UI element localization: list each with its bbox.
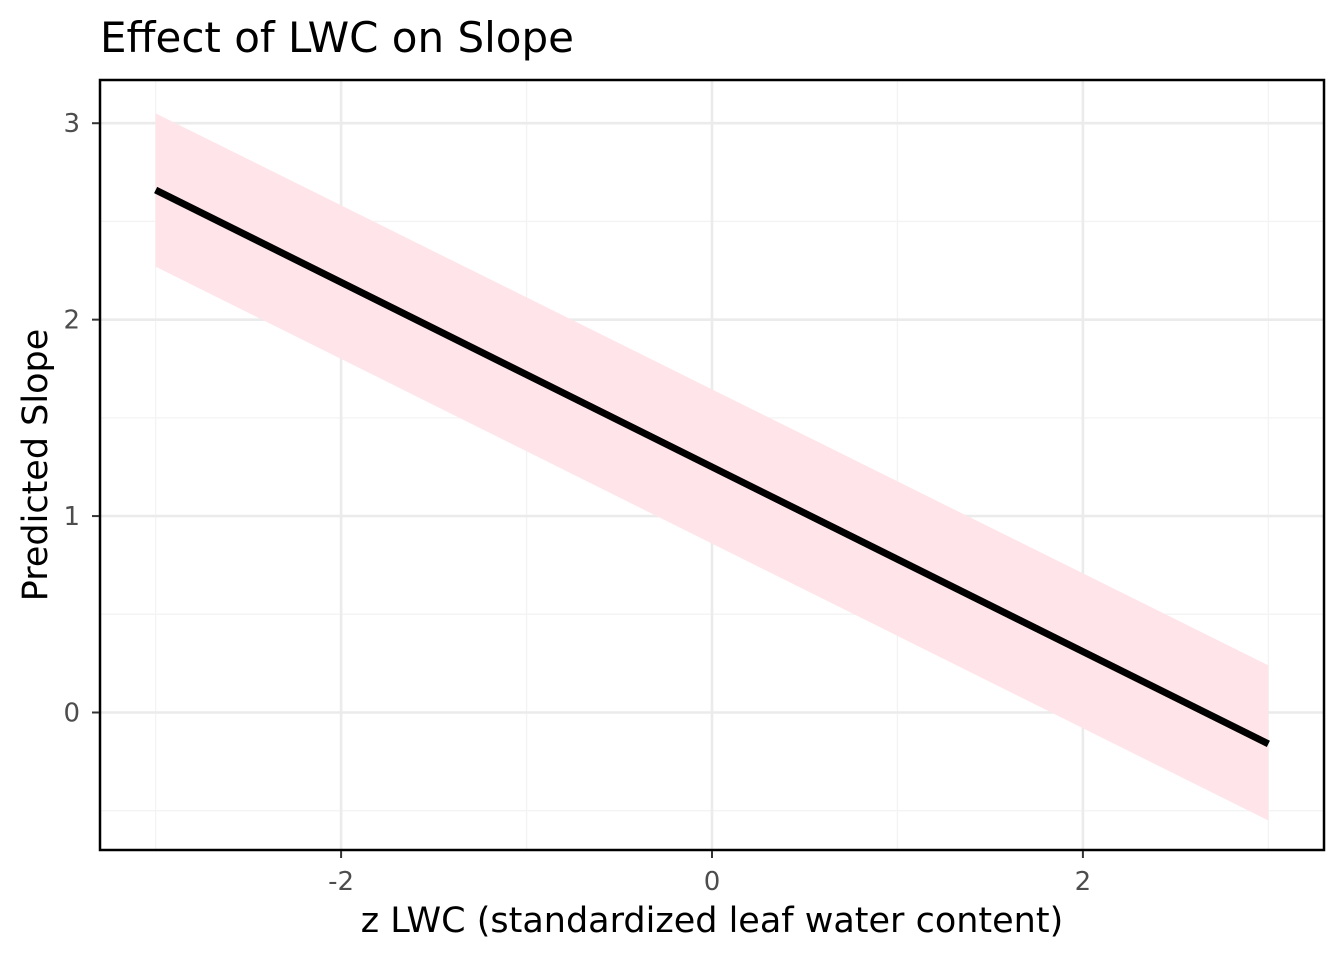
x-tick-label: 0 [704, 867, 721, 897]
y-tick-label: 0 [63, 699, 80, 729]
y-axis-ticks: 0 1 2 3 [63, 109, 99, 729]
fit-line-layer [154, 186, 1270, 748]
y-tick-label: 1 [63, 502, 80, 532]
chart-title: Effect of LWC on Slope [100, 13, 574, 62]
y-tick-label: 3 [63, 109, 80, 139]
x-axis-title: z LWC (standardized leaf water content) [361, 901, 1063, 941]
x-tick-label: -2 [328, 867, 354, 897]
y-axis-title: Predicted Slope [16, 329, 56, 602]
x-axis-ticks: -2 0 2 [328, 851, 1091, 897]
x-tick-label: 2 [1075, 867, 1092, 897]
panel-border [98, 78, 1326, 852]
y-tick-label: 2 [63, 306, 80, 336]
fit-line [154, 186, 1270, 748]
